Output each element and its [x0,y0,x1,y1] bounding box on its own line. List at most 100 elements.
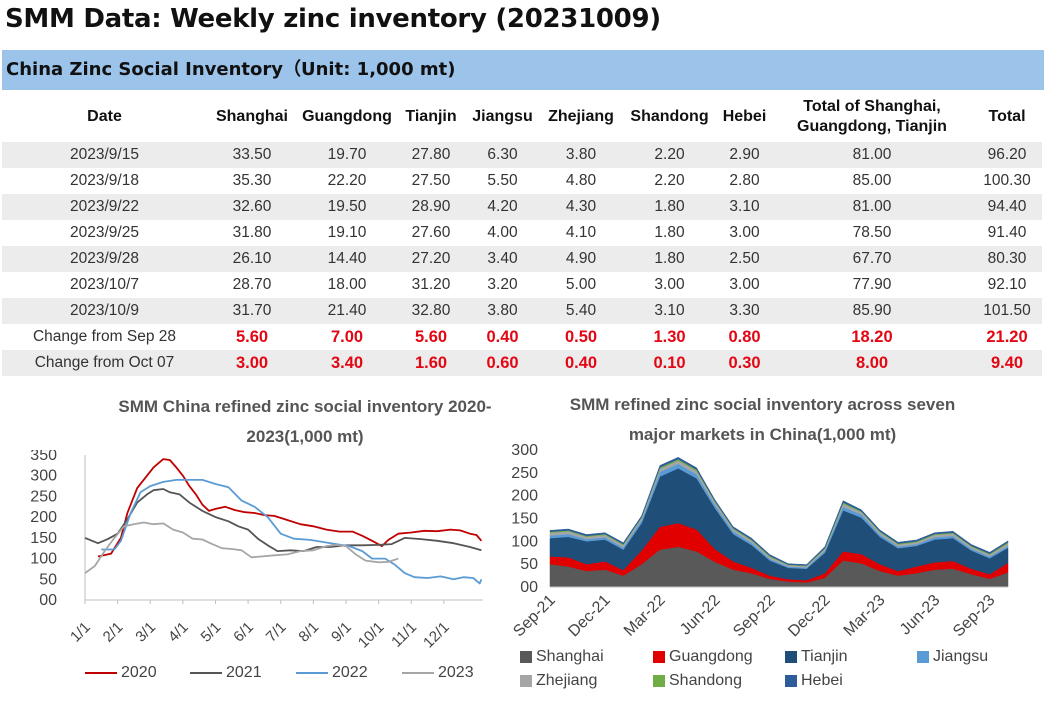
table-cell: 19.70 [297,142,397,168]
table-cell: 4.80 [565,172,597,189]
table-header-row: Date Shanghai Guangdong Tianjin Jiangsu Zheji… [2,92,1042,142]
x-tick-label: Sep-22 [730,592,779,641]
y-tick-label: 200 [511,488,538,505]
table-cell: 32.80 [397,298,465,324]
change-value: 0.40 [540,350,622,376]
change-value: 18.20 [851,327,893,346]
legend-item: 2023 [402,664,474,682]
table-cell: 92.10 [987,276,1027,293]
table-header-cell: Hebei [722,108,767,125]
table-cell: 1.80 [654,224,685,241]
table-cell: 100.30 [983,172,1031,189]
table-cell: 4.20 [465,194,540,220]
legend-label: Guangdong [669,648,753,665]
change-value: 3.00 [207,350,297,376]
legend-item: Jiangsu [917,648,988,666]
x-tick-label: Sep-21 [510,592,559,641]
y-tick-label: 150 [30,530,57,547]
table-cell: 2.90 [717,142,772,168]
change-value: 0.40 [486,327,519,346]
table-cell: 31.70 [207,298,297,324]
legend-swatch [402,671,434,674]
table-cell: 2023/9/22 [2,194,207,220]
table-cell: 101.50 [972,298,1042,324]
x-tick-label: 8/1 [295,619,322,646]
table-cell: 2023/9/25 [70,224,139,241]
legend-swatch [520,674,532,687]
table-row: 2023/9/15 33.50 19.70 27.80 6.30 3.80 2.20 2.90… [2,142,1042,168]
table-cell: 5.40 [540,298,622,324]
area-chart-title: SMM refined zinc social inventory across… [569,395,956,444]
change-value: 5.60 [235,327,269,346]
y-tick-label: 300 [511,442,538,459]
table-row: 2023/10/9 31.70 21.40 32.80 3.80 5.40 3.10 3.30… [2,298,1042,324]
legend-swatch [917,650,929,663]
table-cell: 4.90 [540,246,622,272]
table-cell: 1.80 [622,246,717,272]
x-tick-label: 11/1 [388,619,420,651]
legend-item: 2020 [85,664,157,682]
legend-label: Zhejiang [536,672,598,689]
legend-label: 2023 [438,664,474,681]
table-cell: 19.10 [327,224,367,241]
table-cell: 5.50 [487,172,518,189]
legend-swatch [520,650,532,663]
change-value: 3.40 [297,350,397,376]
change-value: 0.30 [717,350,772,376]
x-tick-label: Jun-23 [897,592,944,639]
legend-item: Guangdong [653,648,753,666]
legend-swatch [653,650,665,663]
table-cell: 85.90 [772,298,972,324]
table-cell: 18.00 [327,276,367,293]
change-value: 0.50 [564,327,598,346]
series-2023-line [84,521,399,574]
table-cell: 35.30 [232,172,272,189]
table-cell: 2023/9/28 [2,246,207,272]
change-value: 9.40 [972,350,1042,376]
x-tick-label: Dec-21 [565,592,614,641]
legend-item: Zhejiang [520,672,597,690]
table-cell: 3.30 [717,298,772,324]
inventory-table: Date Shanghai Guangdong Tianjin Jiangsu Zheji… [2,92,1042,376]
table-cell: 77.90 [852,276,892,293]
y-tick-label: 350 [30,450,57,464]
x-tick-label: Dec-22 [785,592,834,641]
x-tick-label: 10/1 [355,619,388,652]
x-tick-label: 6/1 [230,619,257,646]
y-tick-label: 250 [30,488,57,505]
table-cell: 22.20 [327,172,367,189]
table-cell: 27.50 [411,172,451,189]
table-cell: 26.10 [207,246,297,272]
change-value: 21.20 [986,327,1028,346]
legend-item: 2022 [296,664,368,682]
table-cell: 2.20 [654,172,685,189]
table-cell: 91.40 [987,224,1027,241]
table-cell: 27.20 [397,246,465,272]
x-tick-label: 12/1 [420,619,453,652]
x-tick-label: Mar-22 [621,592,669,640]
table-cell: 31.20 [411,276,451,293]
table-cell: 81.00 [772,194,972,220]
y-tick-label: 150 [511,511,538,528]
legend-item: Shanghai [520,648,604,666]
table-cell: 28.70 [232,276,272,293]
legend-item: 2021 [190,664,262,682]
table-header-cell: Total [988,108,1026,125]
legend-item: Shandong [653,672,742,690]
table-cell: 3.00 [654,276,685,293]
table-cell: 3.80 [465,298,540,324]
x-tick-label: 3/1 [132,619,159,646]
legend-label: Shanghai [536,648,604,665]
legend-swatch [190,671,222,674]
legend-swatch [296,671,328,674]
table-cell: 3.20 [487,276,518,293]
table-banner: China Zinc Social Inventory（Unit: 1,000 … [2,50,1044,90]
x-tick-label: Sep-23 [950,592,999,641]
y-tick-label: 200 [30,509,57,526]
change-value: 1.30 [653,327,686,346]
y-tick-label: 00 [520,579,538,596]
change-value: 0.80 [728,327,761,346]
change-value: 7.00 [330,327,364,346]
y-tick-label: 00 [39,592,57,609]
